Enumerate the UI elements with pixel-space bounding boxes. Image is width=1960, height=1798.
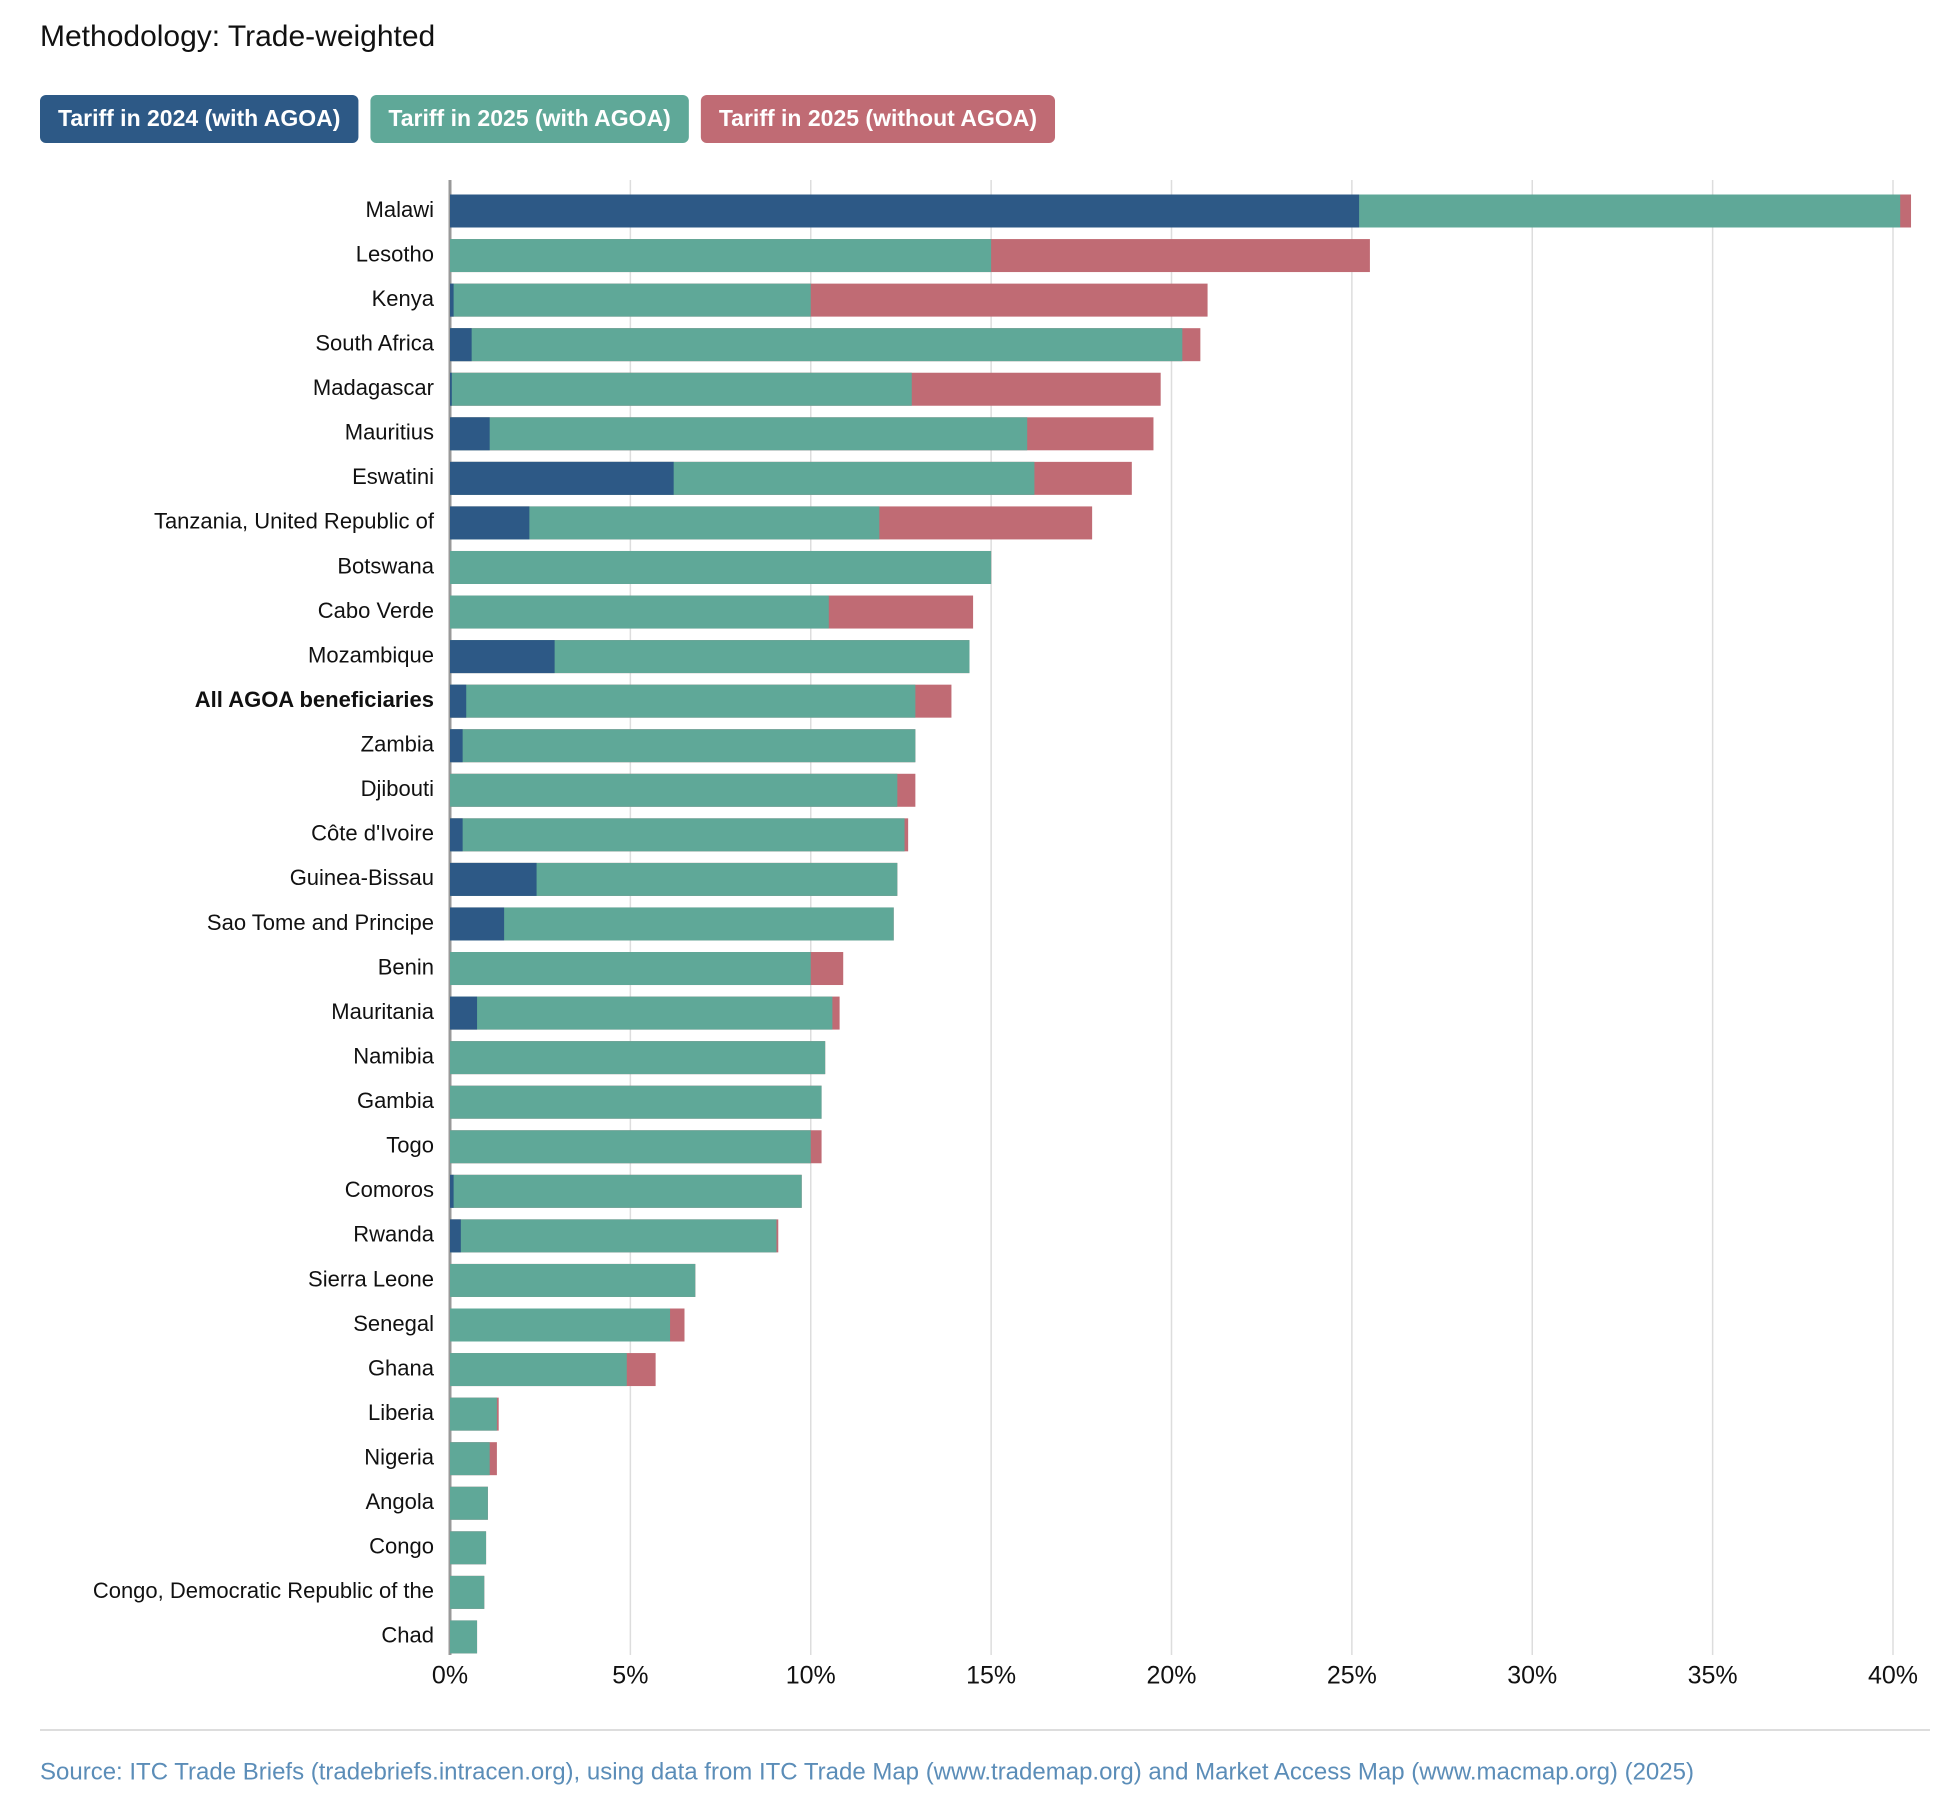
bar xyxy=(450,1219,461,1253)
y-tick-label: Togo xyxy=(386,1133,434,1158)
bar xyxy=(450,461,674,495)
bar xyxy=(450,550,992,584)
y-tick-label: Malawi xyxy=(366,197,434,222)
legend-label[interactable]: Tariff in 2025 (without AGOA) xyxy=(719,105,1037,131)
y-tick-label: Tanzania, United Republic of xyxy=(154,509,435,534)
x-tick-label: 40% xyxy=(1868,1662,1918,1690)
y-tick-label: Benin xyxy=(378,954,434,979)
y-tick-label: Djibouti xyxy=(361,776,434,801)
x-tick-label: 15% xyxy=(966,1662,1016,1690)
bar xyxy=(450,1353,627,1387)
y-tick-label: Congo, Democratic Republic of the xyxy=(93,1578,434,1603)
y-tick-label: Zambia xyxy=(361,732,435,757)
bar xyxy=(450,1263,696,1297)
bar xyxy=(450,372,452,406)
bar xyxy=(450,684,467,718)
y-tick-label: All AGOA beneficiaries xyxy=(195,687,434,712)
legend-label[interactable]: Tariff in 2025 (with AGOA) xyxy=(388,105,670,131)
legend-button[interactable] xyxy=(40,95,359,143)
bar xyxy=(450,773,898,807)
y-tick-label: Chad xyxy=(381,1623,434,1648)
y-tick-label: Côte d'Ivoire xyxy=(311,821,434,846)
bar xyxy=(450,640,555,674)
y-tick-label: Mauritius xyxy=(345,420,434,445)
bar xyxy=(450,684,916,718)
legend-button[interactable] xyxy=(370,95,689,143)
y-tick-label: Guinea-Bissau xyxy=(290,865,434,890)
bar xyxy=(450,1397,497,1431)
bar xyxy=(450,1531,487,1565)
bar xyxy=(450,1174,454,1208)
bar xyxy=(450,417,1028,451)
x-tick-label: 10% xyxy=(786,1662,836,1690)
bar xyxy=(450,1575,485,1609)
y-tick-label: Ghana xyxy=(368,1355,435,1380)
legend-label[interactable]: Tariff in 2024 (with AGOA) xyxy=(58,105,340,131)
x-tick-label: 35% xyxy=(1688,1662,1738,1690)
bar xyxy=(450,907,505,941)
bar xyxy=(450,1130,811,1164)
bar xyxy=(450,595,829,629)
bar xyxy=(450,1219,777,1253)
x-tick-label: 20% xyxy=(1146,1662,1196,1690)
x-tick-label: 5% xyxy=(612,1662,648,1690)
bar xyxy=(450,417,490,451)
bar xyxy=(450,729,916,763)
bar xyxy=(450,862,537,896)
y-tick-label: Madagascar xyxy=(313,375,434,400)
bar xyxy=(450,729,463,763)
y-tick-label: Mauritania xyxy=(331,999,434,1024)
chart-title: Methodology: Trade-weighted xyxy=(40,20,435,53)
y-tick-label: Eswatini xyxy=(352,464,434,489)
bar xyxy=(450,506,530,540)
bar xyxy=(450,907,894,941)
bar xyxy=(450,1085,822,1119)
bar xyxy=(450,283,811,317)
bar xyxy=(450,996,833,1030)
x-tick-label: 25% xyxy=(1327,1662,1377,1690)
bar xyxy=(450,952,811,986)
bar xyxy=(450,283,454,317)
bar xyxy=(450,818,463,852)
y-tick-label: Angola xyxy=(365,1489,434,1514)
bar xyxy=(450,818,905,852)
y-tick-label: Gambia xyxy=(357,1088,435,1113)
bar xyxy=(450,372,912,406)
y-tick-label: Congo xyxy=(369,1534,434,1559)
x-tick-label: 0% xyxy=(432,1662,468,1690)
y-tick-label: South Africa xyxy=(315,330,434,355)
bar xyxy=(450,1442,490,1476)
y-tick-label: Comoros xyxy=(345,1177,434,1202)
y-tick-label: Namibia xyxy=(353,1043,434,1068)
bar xyxy=(450,239,992,273)
y-tick-label: Lesotho xyxy=(356,241,434,266)
y-tick-label: Kenya xyxy=(372,286,435,311)
y-tick-label: Sao Tome and Principe xyxy=(207,910,434,935)
bar xyxy=(450,996,478,1030)
y-tick-label: Nigeria xyxy=(364,1444,434,1469)
y-tick-label: Botswana xyxy=(337,553,434,578)
x-tick-label: 30% xyxy=(1507,1662,1557,1690)
bar xyxy=(450,1620,478,1654)
bar xyxy=(450,328,1183,362)
y-tick-label: Mozambique xyxy=(308,642,434,667)
bar xyxy=(450,1174,802,1208)
bar xyxy=(450,1041,826,1075)
bar xyxy=(450,194,1360,228)
bar xyxy=(450,1486,488,1520)
y-tick-label: Cabo Verde xyxy=(318,598,434,623)
y-tick-label: Sierra Leone xyxy=(308,1266,434,1291)
source-note: Source: ITC Trade Briefs (tradebriefs.in… xyxy=(40,1758,1694,1785)
legend-button[interactable] xyxy=(700,95,1056,143)
bar xyxy=(450,328,472,362)
bar xyxy=(450,1308,671,1342)
y-tick-label: Rwanda xyxy=(353,1222,434,1247)
y-tick-label: Senegal xyxy=(353,1311,434,1336)
y-tick-label: Liberia xyxy=(368,1400,435,1425)
